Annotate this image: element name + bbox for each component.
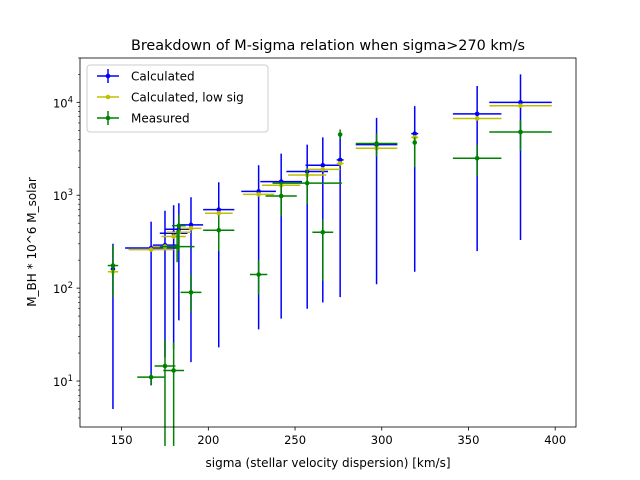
x-tick-label: 400: [544, 433, 566, 447]
x-tick-label: 150: [111, 433, 133, 447]
axes-frame: [79, 57, 577, 428]
y-tick-label-exponent: 2: [68, 281, 73, 291]
data-point: [518, 100, 523, 105]
data-point: [320, 167, 326, 172]
series-2: [107, 119, 552, 446]
data-point: [148, 374, 154, 380]
data-point: [188, 290, 194, 295]
data-point: [474, 155, 480, 161]
y-tick-label: 101: [53, 374, 73, 389]
x-axis-label: sigma (stellar velocity dispersion) [km/…: [205, 456, 450, 470]
legend-item: Measured: [97, 111, 190, 126]
data-point: [337, 161, 343, 166]
legend-label: Calculated: [131, 70, 195, 84]
legend-marker: [105, 73, 111, 79]
data-point: [171, 368, 176, 373]
data-point: [162, 363, 168, 369]
data-point: [216, 210, 222, 216]
data-point: [148, 247, 154, 252]
legend-item: Calculated, low sig: [97, 91, 244, 105]
y-tick-label: 102: [53, 281, 73, 296]
plot-area: [79, 57, 577, 446]
y-tick-label-base: 10: [53, 282, 68, 296]
x-tick-label: 250: [284, 433, 306, 447]
chart-title: Breakdown of M-sigma relation when sigma…: [131, 38, 525, 54]
legend-marker: [105, 94, 111, 100]
y-tick-label-exponent: 3: [68, 188, 73, 198]
x-axis: 150 200 250 300 350 400: [111, 427, 566, 447]
data-point: [337, 132, 343, 137]
data-point: [374, 141, 379, 146]
data-point: [176, 223, 182, 228]
legend-item: Calculated: [97, 69, 195, 84]
x-tick-label: 200: [197, 433, 219, 447]
legend-box: [86, 64, 269, 133]
x-tick-label: 300: [371, 433, 393, 447]
series-layer: [107, 74, 552, 446]
legend-marker: [105, 115, 111, 121]
data-point: [256, 192, 261, 197]
data-point: [110, 263, 116, 268]
data-point: [256, 272, 261, 277]
data-point: [320, 229, 326, 235]
data-point: [304, 180, 310, 186]
series-1: [107, 103, 552, 275]
y-tick-label-exponent: 4: [68, 95, 73, 105]
legend: Calculated Calculated, low sig Measured: [86, 64, 269, 133]
data-point: [412, 140, 418, 145]
y-tick-label: 103: [53, 188, 73, 203]
data-point: [518, 103, 523, 108]
x-tick-label: 350: [457, 433, 479, 447]
data-point: [412, 131, 418, 136]
data-point: [216, 227, 222, 233]
y-axis-label: M_BH * 10^6 M_solar: [25, 177, 39, 307]
data-point: [337, 157, 343, 163]
y-tick-label: 104: [53, 95, 73, 110]
data-point: [518, 129, 523, 135]
data-point: [171, 234, 176, 239]
data-point: [320, 162, 326, 168]
y-tick-label-base: 10: [53, 189, 68, 203]
data-point: [474, 111, 480, 117]
y-tick-label-base: 10: [53, 96, 68, 110]
data-point: [278, 193, 284, 199]
data-point: [216, 207, 222, 212]
data-point: [188, 226, 194, 231]
data-point: [474, 116, 480, 121]
y-tick-label-exponent: 1: [68, 374, 73, 384]
legend-items: Calculated Calculated, low sig Measured: [97, 69, 244, 126]
legend-label: Calculated, low sig: [131, 91, 244, 105]
y-tick-label-base: 10: [53, 375, 68, 389]
legend-label: Measured: [131, 112, 190, 126]
data-point: [188, 222, 194, 228]
